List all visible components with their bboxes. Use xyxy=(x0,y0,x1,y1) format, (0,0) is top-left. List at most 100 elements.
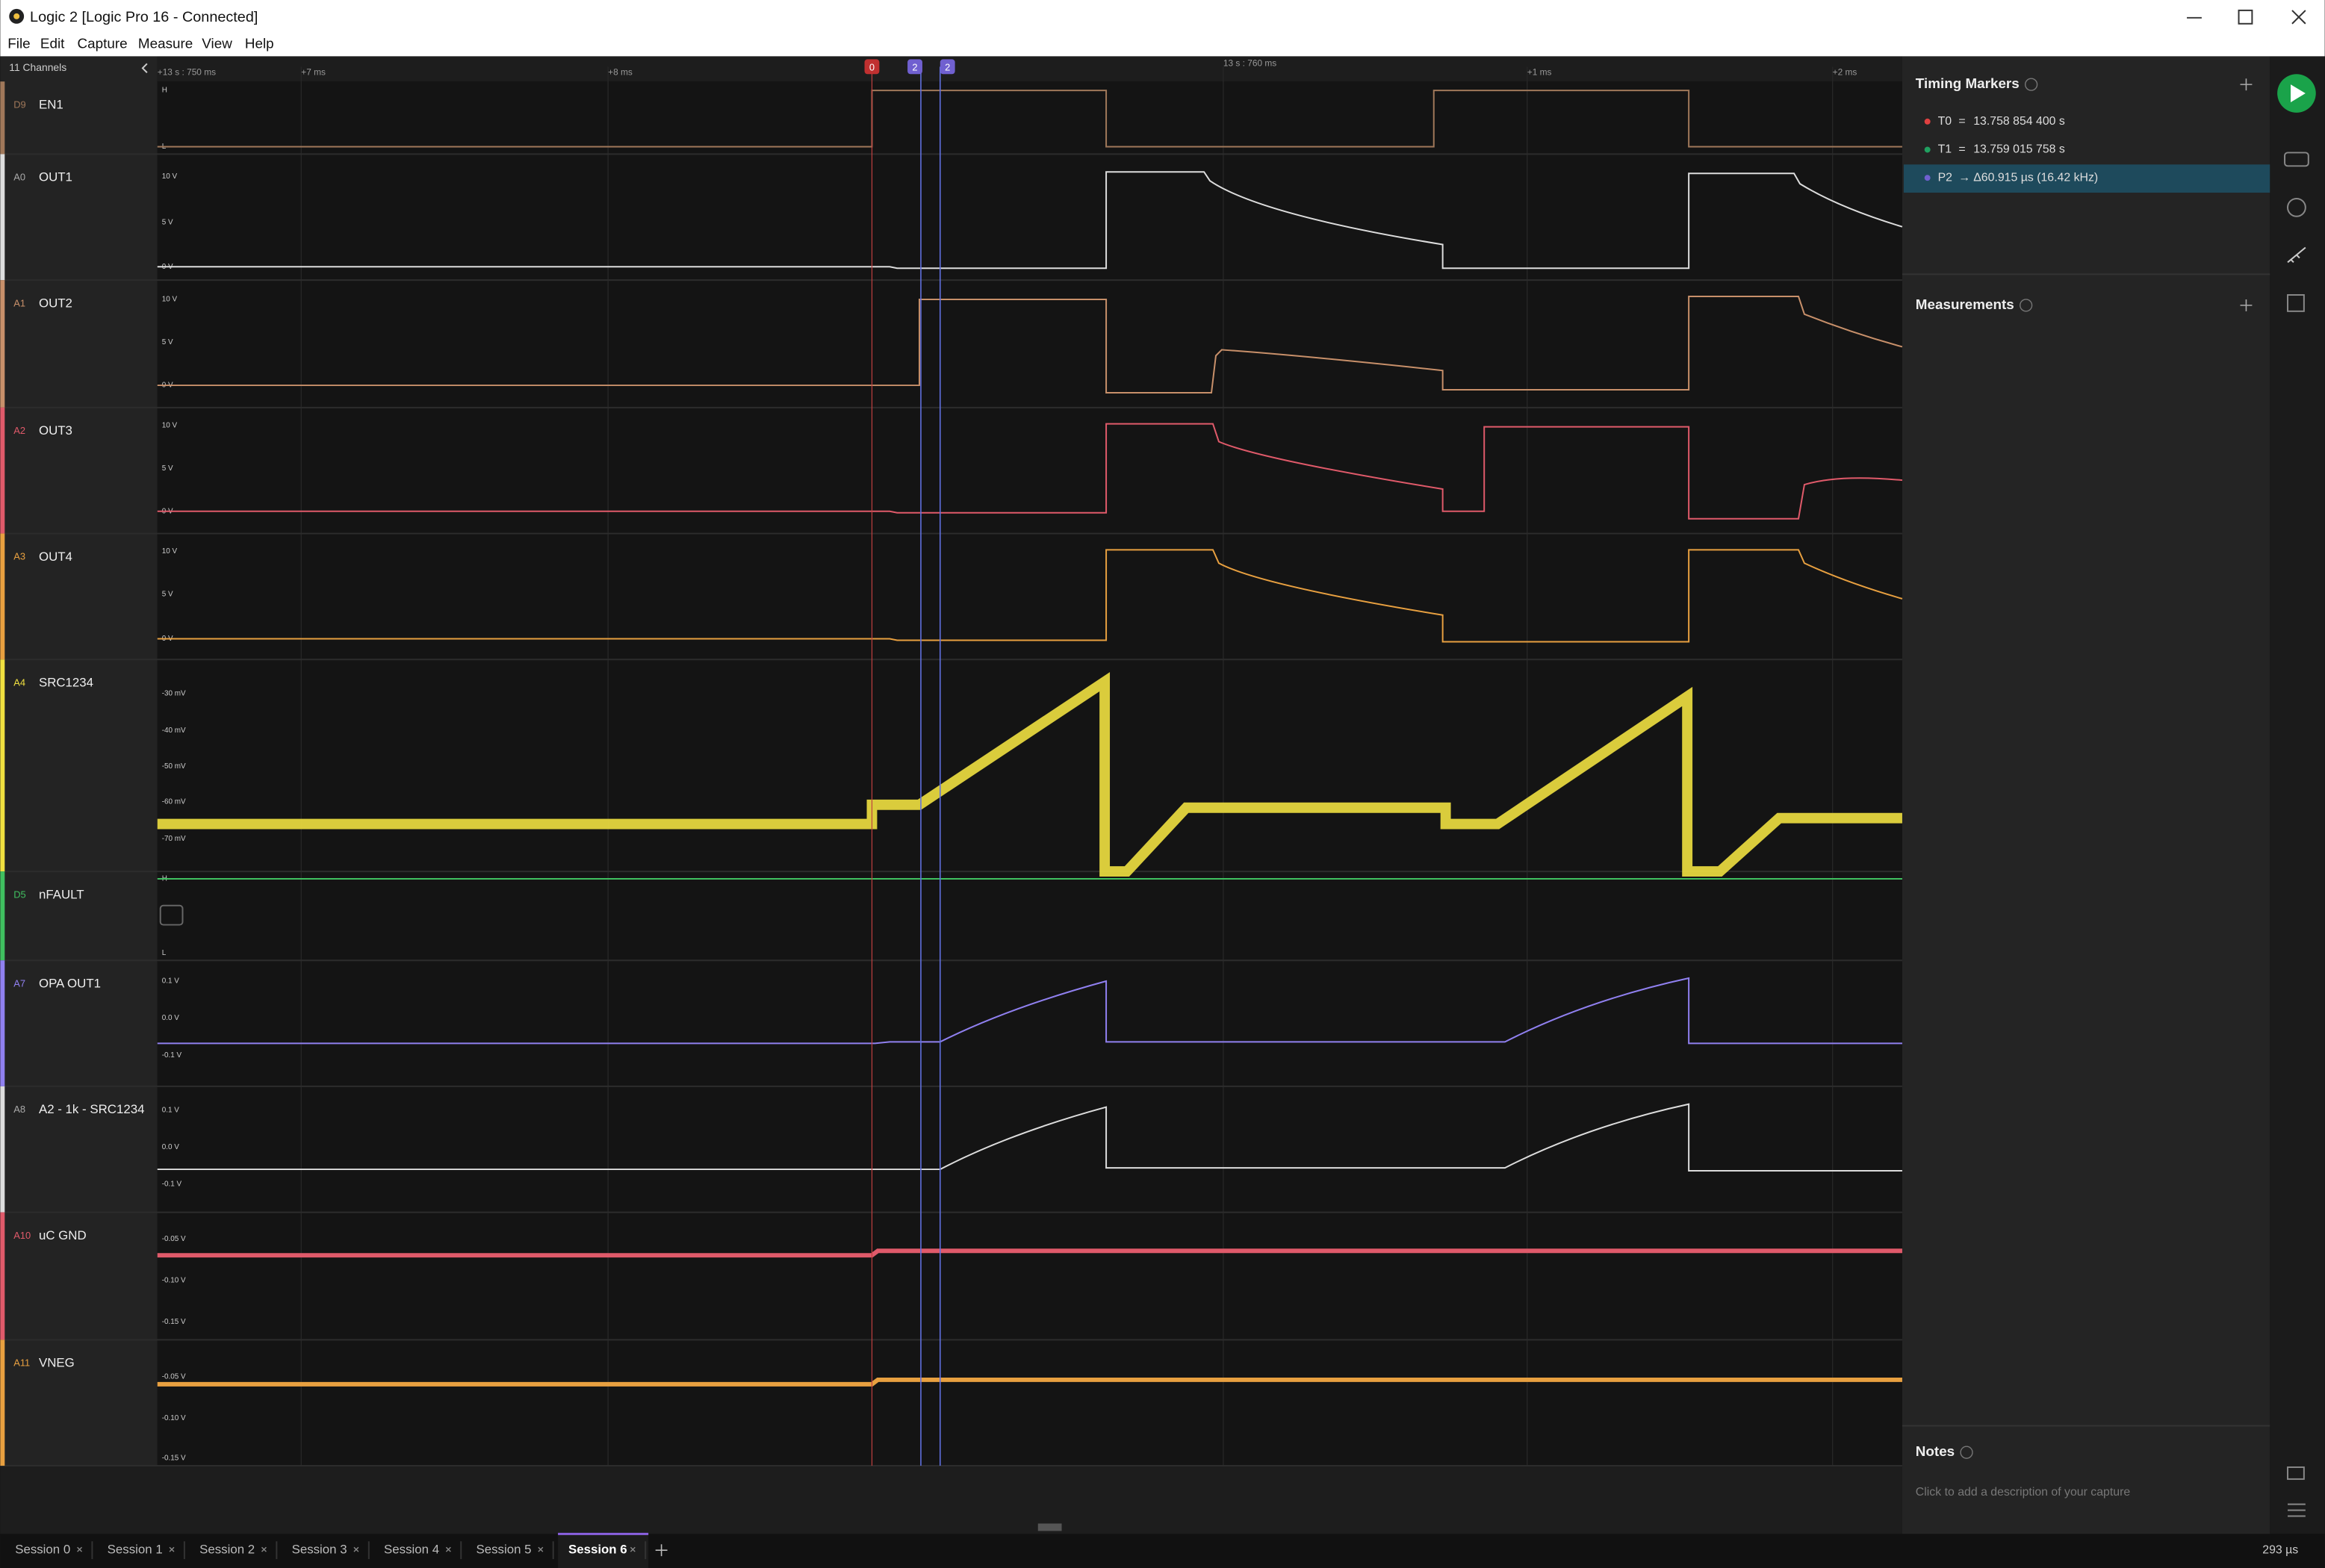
channel-settings-button[interactable] xyxy=(159,904,184,926)
axis-label: 0.1 V xyxy=(162,1106,180,1114)
time-label: +7 ms xyxy=(301,66,326,77)
channel-color-strip xyxy=(0,960,5,1086)
time-ruler xyxy=(157,56,1902,82)
time-label: +13 s : 750 ms xyxy=(158,66,216,77)
marker-dot xyxy=(1924,118,1931,125)
help-icon[interactable] xyxy=(1960,1446,1973,1459)
waveform xyxy=(157,171,1903,270)
channel-id: A8 xyxy=(13,1104,25,1115)
menu-item[interactable]: Edit xyxy=(40,36,65,52)
channel-color-strip xyxy=(0,659,5,872)
session-tab[interactable]: Session 2 xyxy=(199,1543,255,1557)
marker-flag[interactable] xyxy=(940,59,955,75)
marker-op: = xyxy=(1958,143,1965,156)
marker-flag-label: 0 xyxy=(869,62,875,73)
axis-label: -60 mV xyxy=(162,797,186,806)
channel-label-column xyxy=(0,56,158,1466)
measure-icon[interactable] xyxy=(2287,246,2306,264)
layout-icon[interactable] xyxy=(2287,293,2305,312)
channel-name: OUT2 xyxy=(39,296,72,310)
axis-label: -0.05 V xyxy=(162,1235,186,1243)
waveform xyxy=(157,1248,1902,1258)
close-button[interactable] xyxy=(2291,10,2306,25)
channel-name: EN1 xyxy=(39,97,63,111)
notes-placeholder[interactable]: Click to add a description of your captu… xyxy=(1916,1486,2131,1499)
channel-color-strip xyxy=(0,533,5,660)
tab-close[interactable] xyxy=(630,1546,636,1552)
menu-item[interactable]: View xyxy=(202,36,232,52)
marker-dot xyxy=(1924,175,1931,181)
chat-icon[interactable] xyxy=(2287,1466,2305,1480)
marker-name[interactable]: P2 xyxy=(1938,171,1953,184)
tab-close[interactable] xyxy=(169,1546,175,1552)
channel-name: OUT1 xyxy=(39,170,72,184)
scrollbar-thumb[interactable] xyxy=(1037,1523,1062,1531)
channel-id: A1 xyxy=(13,297,25,308)
status-time[interactable]: 293 µs xyxy=(2262,1543,2298,1556)
channel-id: D9 xyxy=(13,99,25,110)
session-tab[interactable]: Session 4 xyxy=(384,1543,439,1557)
icon-bar xyxy=(2270,56,2325,1534)
menu-item[interactable]: Measure xyxy=(138,36,193,52)
add-button[interactable] xyxy=(2240,299,2253,311)
menu-item[interactable]: Help xyxy=(245,36,274,52)
session-tab[interactable]: Session 6 xyxy=(568,1543,627,1557)
marker-dot xyxy=(1924,146,1931,153)
axis-label: 0.1 V xyxy=(162,977,180,986)
marker-name[interactable]: T0 xyxy=(1938,115,1952,128)
axis-label: 5 V xyxy=(162,218,173,226)
channel-color-strip xyxy=(0,871,5,961)
marker-flag[interactable] xyxy=(907,59,922,75)
analyzers-icon[interactable] xyxy=(2284,152,2309,167)
axis-label: -0.10 V xyxy=(162,1277,186,1285)
channel-name: OUT3 xyxy=(39,423,72,438)
help-icon[interactable] xyxy=(2024,78,2038,91)
help-icon[interactable] xyxy=(2020,299,2033,312)
waveform xyxy=(157,295,1903,393)
marker-name[interactable]: T1 xyxy=(1938,143,1952,156)
axis-label: -40 mV xyxy=(162,727,186,735)
channels-count: 11 Channels xyxy=(9,61,66,73)
session-tab[interactable]: Session 0 xyxy=(15,1543,70,1557)
session-tab[interactable]: Session 1 xyxy=(108,1543,163,1557)
axis-label: -0.1 V xyxy=(162,1180,182,1189)
channel-name: OPA OUT1 xyxy=(39,976,101,990)
axis-label: 5 V xyxy=(162,464,173,473)
axis-label: 10 V xyxy=(162,172,178,181)
tab-close[interactable] xyxy=(353,1546,359,1552)
collapse-button[interactable] xyxy=(141,63,148,73)
window-title: Logic 2 [Logic Pro 16 - Connected] xyxy=(30,9,258,25)
channel-color-strip xyxy=(0,1086,5,1213)
maximize-button[interactable] xyxy=(2238,9,2253,25)
marker-flag-label: 2 xyxy=(912,62,917,73)
axis-label: 5 V xyxy=(162,338,173,346)
tab-close[interactable] xyxy=(77,1546,83,1552)
axis-label: 0.0 V xyxy=(162,1014,180,1022)
tab-close[interactable] xyxy=(445,1546,451,1552)
channel-color-strip xyxy=(0,280,5,408)
session-tab[interactable]: Session 3 xyxy=(292,1543,347,1557)
menu-item[interactable]: Capture xyxy=(78,36,128,52)
app-icon-dot xyxy=(13,13,20,19)
axis-label: 10 V xyxy=(162,296,178,304)
tab-close[interactable] xyxy=(261,1546,267,1552)
channel-color-strip xyxy=(0,407,5,534)
section-title: Timing Markers xyxy=(1916,75,2020,91)
menu-icon[interactable] xyxy=(2288,1503,2306,1517)
waveform xyxy=(157,1103,1902,1172)
axis-label: 10 V xyxy=(162,421,178,429)
new-tab-button[interactable] xyxy=(655,1544,668,1557)
channel-id: A2 xyxy=(13,425,25,436)
channel-name: SRC1234 xyxy=(39,675,93,689)
channel-id: A4 xyxy=(13,676,25,688)
tab-close[interactable] xyxy=(538,1546,544,1552)
waveform xyxy=(157,1377,1902,1387)
extensions-icon[interactable] xyxy=(2287,197,2306,217)
add-button[interactable] xyxy=(2240,78,2253,91)
axis-label: H xyxy=(162,87,167,95)
marker-flag[interactable] xyxy=(864,59,880,75)
session-tab[interactable]: Session 5 xyxy=(477,1543,532,1557)
menu-item[interactable]: File xyxy=(7,36,30,52)
